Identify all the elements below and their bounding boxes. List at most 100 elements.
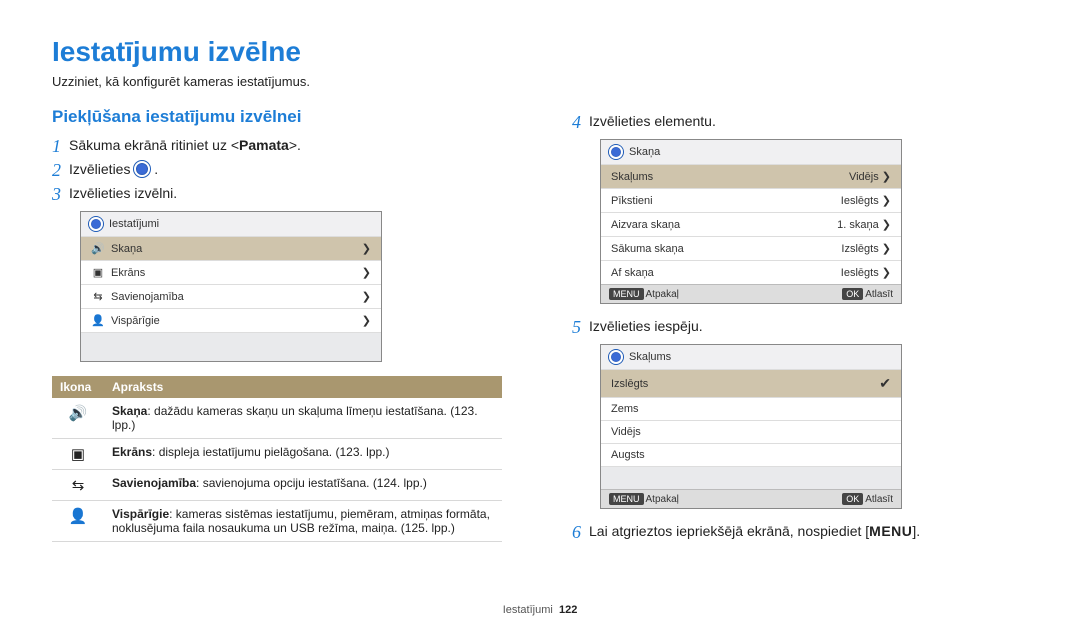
step-3: 3 Izvēlieties izvēlni. [52,185,508,203]
row-label: Skaļums [611,171,653,183]
step-4: 4 Izvēlieties elementu. [572,113,1028,131]
option-label: Augsts [611,449,645,461]
row-value: Vidējs [849,171,879,183]
camera-blank [601,466,901,489]
step-text: Izvēlieties izvēlni. [69,185,177,201]
page: Iestatījumu izvēlne Uzziniet, kā konfigu… [0,0,1080,630]
gear-icon [134,161,150,177]
table-row: 🔊Skaņa: dažādu kameras skaņu un skaļuma … [52,398,502,439]
menu-row[interactable]: SkaļumsVidējs ❯ [601,164,901,188]
camera-footer: MENUAtpakaļ OKAtlasīt [601,489,901,508]
step-text: Izvēlieties elementu. [589,113,716,129]
camera-header: Skaļums [601,345,901,369]
description-table: Ikona Apraksts 🔊Skaņa: dažādu kameras sk… [52,376,502,542]
menu-row[interactable]: Af skaņa Ieslēgts ❯ [601,260,901,284]
row-desc: Skaņa: dažādu kameras skaņu un skaļuma l… [104,398,502,439]
page-title: Iestatījumu izvēlne [52,36,1028,68]
option-label: Izslēgts [611,378,648,390]
step-text: Sākuma ekrānā ritiniet uz <Pamata>. [69,137,301,153]
row-label: Sākuma skaņa [611,243,684,255]
camera-header-title: Skaņa [629,146,660,158]
step-number: 2 [52,161,61,179]
step-number: 6 [572,523,581,541]
row-value: Ieslēgts [841,195,879,207]
section-heading: Piekļūšana iestatījumu izvēlnei [52,107,508,127]
gear-icon [609,350,623,364]
step-number: 1 [52,137,61,155]
row-value: 1. skaņa [837,219,879,231]
menu-row[interactable]: Aizvara skaņa1. skaņa ❯ [601,212,901,236]
menu-row[interactable]: Sākuma skaņa Izslēgts ❯ [601,236,901,260]
chevron-right-icon: ❯ [882,243,891,255]
row-desc: Ekrāns: displeja iestatījumu pielāgošana… [104,439,502,470]
page-subtitle: Uzziniet, kā konfigurēt kameras iestatīj… [52,74,1028,89]
step-1: 1 Sākuma ekrānā ritiniet uz <Pamata>. [52,137,508,155]
row-label: Pīkstieni [611,195,653,207]
chevron-right-icon: ❯ [882,195,891,207]
menu-key: MENUAtpakaļ [609,493,679,505]
step-number: 4 [572,113,581,131]
camera-header: Skaņa [601,140,901,164]
camera-footer: MENUAtpakaļ OKAtlasīt [601,284,901,303]
menu-row[interactable]: 👤Vispārīgie❯ [81,308,381,332]
step-number: 3 [52,185,61,203]
chevron-right-icon: ❯ [362,242,371,255]
right-column: 4 Izvēlieties elementu. Skaņa Skaļums Vid… [572,107,1028,547]
row-value: Ieslēgts [841,267,879,279]
row-label: Aizvara skaņa [611,219,680,231]
row-icon: ▣ [52,439,104,470]
row-icon: ⇆ [52,470,104,501]
option-row[interactable]: Izslēgts ✔ [601,369,901,397]
camera-screen-settings: Iestatījumi 🔊 Skaņa ❯ ▣ Ekrāns ❯ ⇆ Savienojamīb… [80,211,382,362]
row-label: Skaņa [111,243,142,255]
row-icon: 👤 [52,501,104,542]
option-row[interactable]: Augsts [601,443,901,466]
row-icon: 🔊 [91,242,105,255]
option-label: Zems [611,403,639,415]
ok-key: OKAtlasīt [842,288,893,300]
camera-screen-volume: Skaļums Izslēgts ✔ Zems Vidējs Augsts MENUAt… [600,344,902,509]
camera-header-title: Skaļums [629,351,671,363]
menu-row[interactable]: Pīkstieni Ieslēgts ❯ [601,188,901,212]
step-number: 5 [572,318,581,336]
row-icon: ⇆ [91,290,105,303]
gear-icon [609,145,623,159]
chevron-right-icon: ❯ [362,290,371,303]
menu-row[interactable]: ⇆ Savienojamība ❯ [81,284,381,308]
step-6: 6 Lai atgrieztos iepriekšējā ekrānā, nos… [572,523,1028,541]
page-footer: Iestatījumi 122 [0,604,1080,616]
row-desc: Vispārīgie: kameras sistēmas iestatījumu… [104,501,502,542]
table-row: ⇆Savienojamība: savienojuma opciju iesta… [52,470,502,501]
check-icon: ✔ [879,375,891,392]
camera-body: Izslēgts ✔ Zems Vidējs Augsts [601,369,901,466]
step-text: Izvēlieties . [69,161,158,177]
menu-row[interactable]: 🔊 Skaņa ❯ [81,236,381,260]
option-row[interactable]: Vidējs [601,420,901,443]
left-column: Piekļūšana iestatījumu izvēlnei 1 Sākuma… [52,107,508,547]
camera-screen-sound: Skaņa Skaļums Vidējs ❯ Pīkstieni Ieslēgts ❯… [600,139,902,304]
option-label: Vidējs [611,426,641,438]
row-label: Ekrāns [111,267,145,279]
camera-header: Iestatījumi [81,212,381,236]
menu-key: MENUAtpakaļ [609,288,679,300]
chevron-right-icon: ❯ [882,267,891,279]
chevron-right-icon: ❯ [362,314,371,327]
row-desc: Savienojamība: savienojuma opciju iestat… [104,470,502,501]
table-row: 👤Vispārīgie: kameras sistēmas iestatījum… [52,501,502,542]
step-5: 5 Izvēlieties iespēju. [572,318,1028,336]
row-icon: ▣ [91,266,105,279]
table-head-icon: Ikona [52,376,104,398]
gear-icon [89,217,103,231]
row-label: Savienojamība [111,291,184,303]
chevron-right-icon: ❯ [362,266,371,279]
menu-label: MENU [869,523,912,539]
row-label: Af skaņa [611,267,654,279]
table-row: ▣Ekrāns: displeja iestatījumu pielāgošan… [52,439,502,470]
row-icon: 👤 [91,314,105,327]
menu-row[interactable]: ▣ Ekrāns ❯ [81,260,381,284]
row-value: Izslēgts [841,243,878,255]
columns: Piekļūšana iestatījumu izvēlnei 1 Sākuma… [52,107,1028,547]
step-text: Izvēlieties iespēju. [589,318,703,334]
ok-key: OKAtlasīt [842,493,893,505]
option-row[interactable]: Zems [601,397,901,420]
